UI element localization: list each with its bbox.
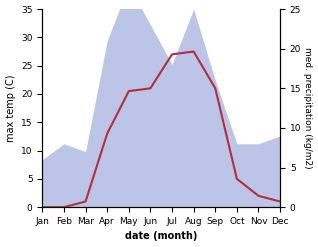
X-axis label: date (month): date (month) xyxy=(125,231,197,242)
Y-axis label: max temp (C): max temp (C) xyxy=(5,74,16,142)
Y-axis label: med. precipitation (kg/m2): med. precipitation (kg/m2) xyxy=(303,47,313,169)
